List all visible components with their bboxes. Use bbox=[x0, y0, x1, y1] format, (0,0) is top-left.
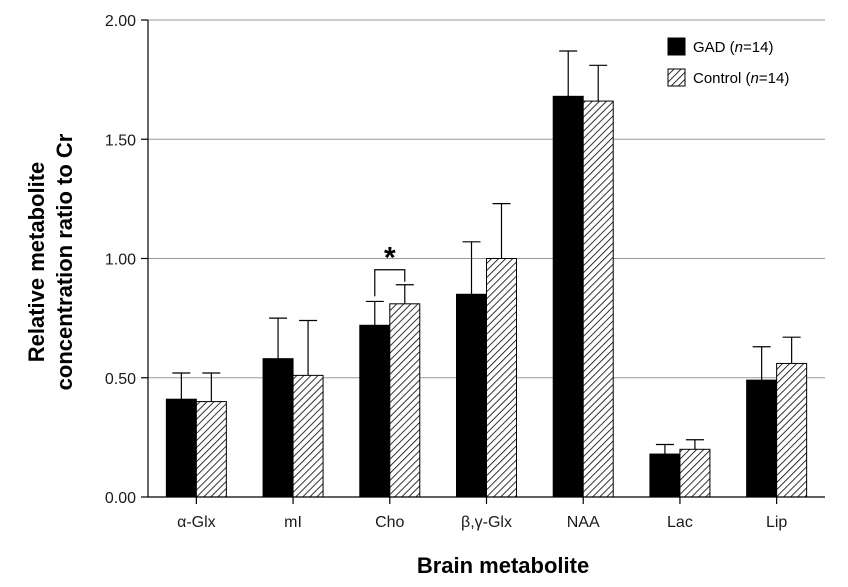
significance-star: * bbox=[384, 242, 396, 275]
y-tick-label: 1.00 bbox=[105, 252, 136, 269]
error-bars bbox=[172, 50, 801, 455]
legend-swatch-control bbox=[667, 68, 686, 87]
y-tick-label: 0.50 bbox=[105, 371, 136, 388]
legend-label-control: Control (n=14) bbox=[693, 70, 789, 87]
x-axis-title: Brain metabolite bbox=[417, 553, 589, 578]
y-tick-label: 1.50 bbox=[105, 132, 136, 149]
bar-gad bbox=[746, 379, 778, 498]
bar-control bbox=[195, 401, 227, 498]
bar-gad bbox=[359, 324, 391, 498]
bar-gad bbox=[649, 453, 681, 498]
legend-label-gad: GAD (n=14) bbox=[693, 39, 773, 56]
x-tick-label: β,γ-Glx bbox=[461, 514, 512, 531]
y-ticks: 0.00 0.50 1.00 1.50 2.00 bbox=[105, 13, 148, 507]
bar-control bbox=[679, 448, 711, 498]
x-tick-label: NAA bbox=[567, 514, 600, 531]
x-ticks: α-Glx mI Cho β,γ-Glx NAA Lac Lip bbox=[177, 497, 787, 531]
bar-gad bbox=[262, 358, 294, 498]
x-tick-label: α-Glx bbox=[177, 514, 216, 531]
x-tick-label: Lac bbox=[667, 514, 693, 531]
x-tick-label: Cho bbox=[375, 514, 404, 531]
significance-bracket bbox=[374, 269, 406, 297]
bars bbox=[165, 95, 808, 498]
legend-swatch-gad bbox=[667, 37, 686, 56]
bar-control bbox=[292, 374, 324, 498]
x-tick-label: Lip bbox=[766, 514, 787, 531]
y-tick-label: 0.00 bbox=[105, 490, 136, 507]
bar-gad bbox=[552, 95, 584, 498]
bar-gad bbox=[165, 398, 197, 498]
significance-marker: * bbox=[374, 242, 406, 297]
bar-gad bbox=[456, 293, 487, 498]
bar-control bbox=[582, 100, 614, 498]
bar-control bbox=[486, 258, 517, 498]
y-axis-title-line1: Relative metabolite bbox=[24, 162, 49, 363]
y-tick-label: 2.00 bbox=[105, 13, 136, 30]
legend: GAD (n=14) Control (n=14) bbox=[667, 37, 789, 87]
y-axis-title-line2: concentration ratio to Cr bbox=[52, 133, 77, 390]
bar-control bbox=[776, 362, 808, 498]
x-tick-label: mI bbox=[284, 514, 302, 531]
bar-control bbox=[389, 303, 421, 498]
